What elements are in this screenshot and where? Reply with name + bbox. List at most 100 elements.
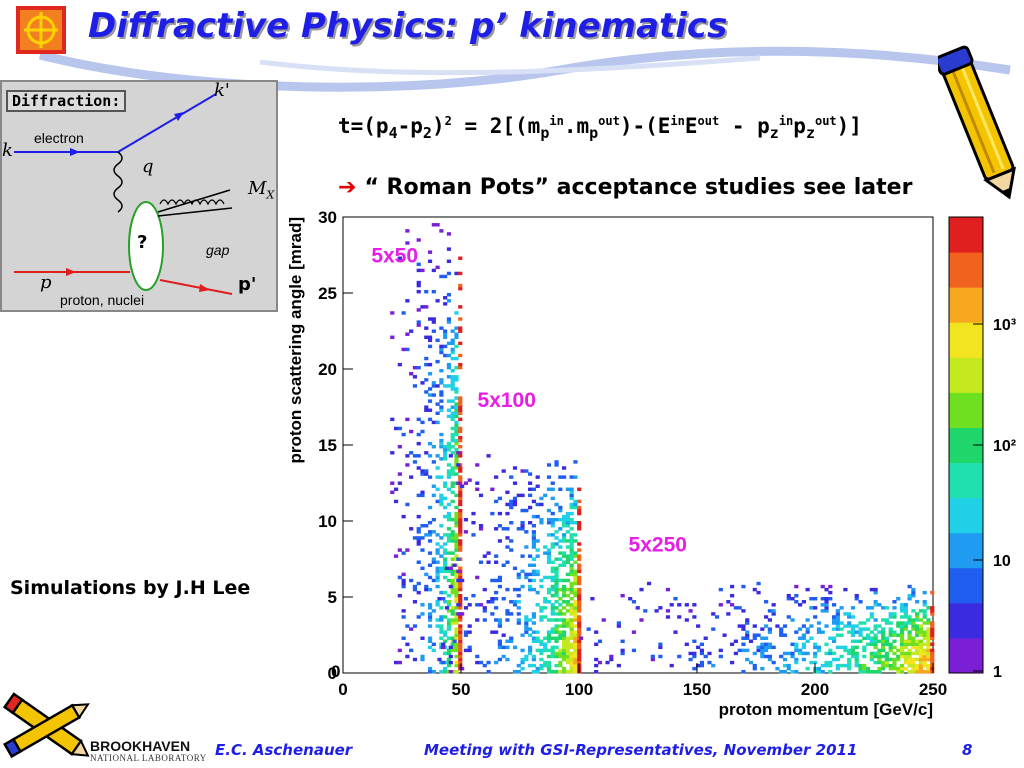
heatmap-cell — [824, 660, 829, 665]
heatmap-cell — [899, 621, 905, 625]
heatmap-cell — [782, 663, 788, 668]
heatmap-cell — [439, 393, 444, 397]
heatmap-cell — [779, 627, 784, 631]
heatmap-cell — [884, 606, 890, 610]
heatmap-cell — [450, 438, 455, 443]
heatmap-cell — [501, 633, 506, 637]
heatmap-cell — [577, 657, 582, 662]
heatmap-cell — [873, 603, 878, 607]
heatmap-cell — [569, 533, 574, 537]
heatmap-cell — [535, 514, 540, 519]
heatmap-cell — [850, 645, 856, 650]
heatmap-cell — [458, 615, 463, 619]
heatmap-cell — [854, 624, 859, 628]
heatmap-cell — [405, 642, 410, 647]
heatmap-cell — [460, 666, 465, 671]
x-tick-label: 250 — [919, 680, 947, 699]
heatmap-cell — [454, 420, 459, 425]
x-tick-label: 50 — [452, 680, 471, 699]
heatmap-cell — [412, 454, 418, 458]
heatmap-cell — [577, 569, 582, 574]
heatmap-cell — [431, 381, 436, 385]
heatmap-cell — [813, 645, 818, 650]
heatmap-cell — [577, 597, 582, 601]
heatmap-cell — [546, 548, 552, 552]
heatmap-cell — [892, 615, 897, 619]
heatmap-cell — [454, 505, 459, 510]
heatmap-cell — [516, 600, 521, 604]
heatmap-cell — [439, 378, 444, 382]
heatmap-cell — [450, 435, 455, 440]
heatmap-cell — [550, 569, 555, 574]
heatmap-cell — [847, 651, 852, 656]
heatmap-cell — [899, 630, 905, 634]
heatmap-cell — [888, 645, 893, 650]
heatmap-cell — [443, 563, 448, 567]
heatmap-cell — [475, 487, 480, 491]
heatmap-cell — [718, 654, 723, 659]
heatmap-cell — [869, 654, 874, 659]
heatmap-cell — [416, 268, 421, 273]
heatmap-cell — [562, 642, 567, 647]
heatmap-cell — [711, 612, 716, 616]
heatmap-cell — [562, 536, 567, 540]
heatmap-cell — [824, 600, 829, 604]
heatmap-cell — [443, 633, 448, 637]
heatmap-cell — [450, 533, 455, 537]
heatmap-cell — [454, 429, 459, 434]
heatmap-cell — [892, 612, 897, 616]
heatmap-cell — [509, 639, 514, 643]
heatmap-cell — [869, 612, 874, 616]
heatmap-cell — [452, 639, 457, 643]
heatmap-cell — [847, 666, 852, 671]
heatmap-cell — [922, 654, 927, 659]
heatmap-cell — [873, 651, 878, 656]
heatmap-cell — [401, 636, 406, 640]
heatmap-cell — [930, 660, 935, 665]
heatmap-cell — [858, 639, 863, 643]
heatmap-cell — [741, 609, 746, 613]
heatmap-cell — [930, 612, 935, 616]
heatmap-cell — [531, 587, 536, 592]
heatmap-cell — [446, 362, 452, 367]
heatmap-cell — [546, 487, 552, 491]
heatmap-cell — [824, 609, 829, 613]
heatmap-cell — [558, 505, 563, 510]
heatmap-cell — [427, 372, 433, 376]
heatmap-cell — [446, 384, 452, 388]
heatmap-cell — [926, 633, 931, 637]
heatmap-cell — [786, 597, 791, 601]
heatmap-cell — [790, 651, 795, 656]
heatmap-cell — [497, 575, 502, 580]
heatmap-cell — [520, 633, 525, 637]
heatmap-cell — [562, 669, 567, 674]
heatmap-cell — [562, 651, 567, 656]
heatmap-cell — [884, 636, 890, 640]
heatmap-cell — [926, 618, 931, 622]
heatmap-cell — [458, 478, 463, 482]
heatmap-cell — [847, 624, 852, 628]
heatmap-cell — [865, 636, 871, 640]
heatmap-cell — [562, 633, 567, 637]
heatmap-cell — [443, 557, 448, 561]
heatmap-cell — [922, 657, 927, 662]
heatmap-cell — [546, 590, 552, 595]
heatmap-cell — [405, 463, 410, 467]
heatmap-cell — [528, 587, 533, 592]
heatmap-cell — [733, 651, 738, 656]
heatmap-cell — [475, 575, 480, 580]
heatmap-cell — [427, 606, 433, 610]
heatmap-cell — [577, 660, 582, 665]
heatmap-cell — [416, 289, 421, 294]
heatmap-cell — [446, 609, 452, 613]
heatmap-cell — [839, 621, 844, 625]
heatmap-cell — [446, 624, 452, 628]
heatmap-cell — [569, 606, 574, 610]
heatmap-cell — [475, 603, 480, 607]
heatmap-cell — [454, 636, 459, 640]
heatmap-cell — [573, 606, 578, 610]
heatmap-cell — [899, 648, 905, 653]
heatmap-cell — [907, 669, 912, 674]
heatmap-cell — [505, 502, 510, 507]
heatmap-cell — [562, 590, 567, 595]
